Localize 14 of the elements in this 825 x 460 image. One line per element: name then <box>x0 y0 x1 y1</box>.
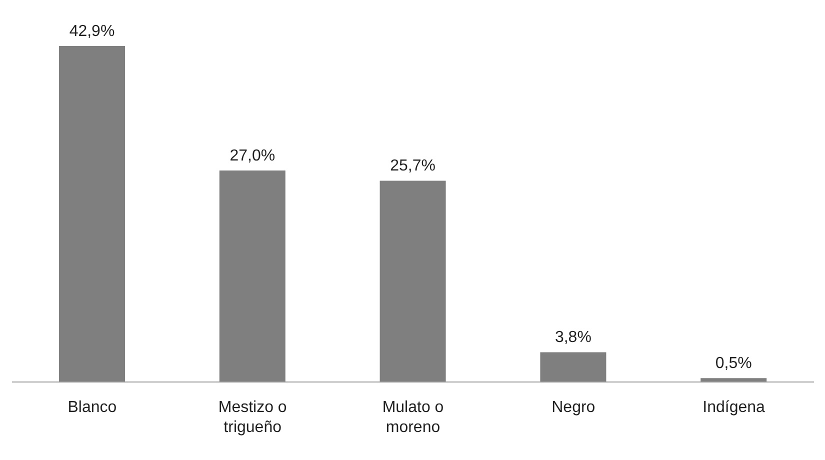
data-label: 3,8% <box>554 329 592 346</box>
x-tick-label: Mestizo o trigueño <box>218 399 287 436</box>
data-label: 27,0% <box>230 148 276 165</box>
data-label: 42,9% <box>69 23 115 40</box>
bar <box>219 170 286 382</box>
x-tick-label: Blanco <box>68 399 117 416</box>
data-label: 25,7% <box>390 158 436 175</box>
x-tick-label: Indígena <box>702 399 766 416</box>
x-tick-label: Mulato o moreno <box>382 399 444 436</box>
bar <box>59 46 125 382</box>
bar <box>540 352 606 382</box>
bar <box>380 180 446 382</box>
x-tick-label: Negro <box>552 399 596 416</box>
data-label: 0,5% <box>715 355 752 372</box>
